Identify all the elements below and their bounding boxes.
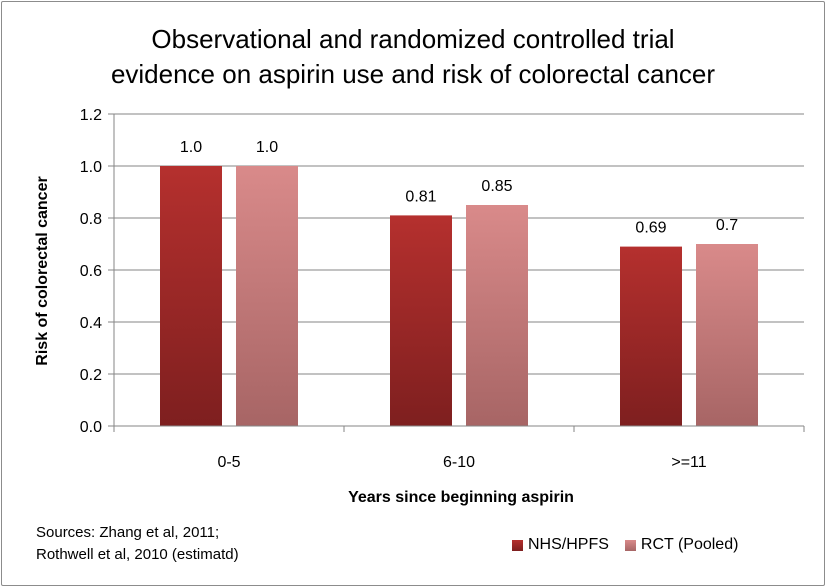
legend-item: RCT (Pooled) (624, 536, 739, 554)
legend-item: NHS/HPFS (512, 536, 609, 554)
x-tick-label: >=11 (671, 454, 706, 471)
legend-swatch (624, 539, 636, 551)
y-tick-label: 0.8 (80, 211, 102, 228)
data-label: 1.0 (256, 139, 278, 156)
x-tick-label: 6-10 (443, 454, 475, 471)
legend-label: NHS/HPFS (528, 536, 609, 553)
bar-nhs-hpfs-1 (390, 215, 452, 426)
x-tick-label: 0-5 (217, 454, 240, 471)
labels: 0.0 0.2 0.4 0.6 0.8 1.0 1.2 1.0 1.0 0-5 0.81 0.85 6-… (34, 107, 738, 506)
y-tick-label: 0.0 (80, 419, 102, 436)
y-tick-label: 1.2 (80, 107, 102, 124)
chart-title-line-1: Observational and randomized controlled … (151, 24, 675, 54)
legend-swatch (512, 539, 523, 551)
data-label: 0.7 (716, 217, 738, 234)
bar-rct-pooled--1 (466, 205, 528, 426)
data-label: 0.85 (481, 178, 512, 195)
legend: NHS/HPFS RCT (Pooled) (512, 536, 754, 554)
chart-title-line-2: evidence on aspirin use and risk of colo… (110, 59, 716, 89)
gridlines (114, 113, 804, 375)
y-axis-title: Risk of colorectal cancer (34, 176, 51, 365)
data-label: 0.69 (635, 220, 666, 237)
bar-nhs-hpfs-0 (160, 166, 222, 426)
data-label: 0.81 (405, 188, 436, 205)
y-tick-label: 1.0 (80, 159, 102, 176)
y-tick-label: 0.6 (80, 263, 102, 280)
x-axis-title: Years since beginning aspirin (348, 489, 574, 506)
bar-nhs-hpfs-2 (620, 246, 682, 426)
legend-label: RCT (Pooled) (640, 536, 739, 553)
bar-rct-pooled--0 (236, 166, 298, 426)
bars (160, 166, 758, 426)
data-label: 1.0 (180, 139, 202, 156)
bar-rct-pooled--2 (696, 244, 758, 426)
source-note: Sources: Zhang et al, 2011; Rothwell et … (36, 522, 239, 566)
source-note-line-1: Sources: Zhang et al, 2011; (36, 524, 220, 541)
chart-title: Observational and randomized controlled … (0, 22, 826, 92)
source-note-line-2: Rothwell et al, 2010 (estimatd) (36, 546, 239, 563)
y-tick-label: 0.4 (80, 315, 102, 332)
axes (108, 113, 805, 432)
y-tick-label: 0.2 (80, 367, 102, 384)
